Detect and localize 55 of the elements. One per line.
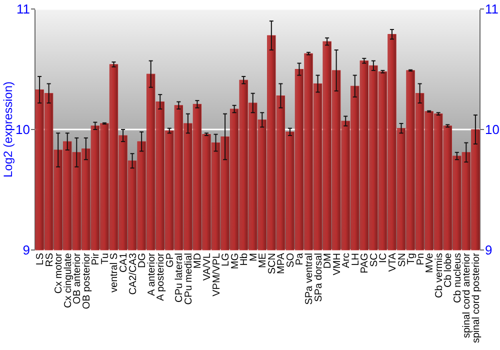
x-tick-label: MVe	[424, 252, 436, 274]
x-tick-label: Arc	[341, 253, 352, 268]
x-tick-label: Cb nucleus	[452, 253, 464, 304]
y-tick-label: 11	[16, 2, 30, 17]
x-tick-label: ME	[258, 252, 269, 268]
x-tick-label: VMH	[332, 253, 343, 276]
x-tick-label: SC	[368, 253, 380, 267]
x-tick-label: VA/VL	[202, 252, 213, 281]
x-tick-label: MPA	[276, 252, 288, 274]
x-tick-label: CPu medial	[183, 253, 194, 305]
x-tick-label: spinal cord anterior	[462, 252, 473, 338]
y2-tick-label: 9	[485, 242, 492, 258]
x-tick-label: Pn	[415, 253, 426, 266]
x-tick-label: LS	[35, 252, 46, 266]
x-tick-label: A anterior	[146, 252, 158, 296]
x-tick-label: IC	[378, 253, 390, 263]
x-tick-label: Hb	[239, 252, 250, 266]
x-tick-label: Cx motor	[54, 252, 65, 294]
x-tick-label: A posterior	[156, 252, 167, 301]
x-tick-label: Tg	[406, 253, 418, 265]
y2-tick-label: 10	[485, 122, 500, 138]
x-tick-label: SCN	[266, 253, 278, 274]
x-tick-label: DG	[137, 252, 148, 268]
x-tick-label: CPu lateral	[174, 253, 186, 302]
x-tick-label: LH	[350, 253, 362, 266]
x-tick-label: GP	[164, 252, 176, 268]
x-tick-label: PAG	[360, 252, 371, 274]
x-tick-label: Pa	[294, 252, 306, 266]
y-tick-label: 10	[16, 122, 30, 138]
x-tick-label: SO	[285, 252, 296, 268]
x-tick-label: SPa dorsal	[313, 253, 324, 302]
x-tick-label: VTA	[387, 252, 398, 272]
x-tick-label: DM	[322, 253, 334, 269]
y-axis-title: Log2 (expression)	[1, 81, 15, 178]
x-tick-label: Pir	[90, 252, 102, 266]
x-tick-label: MD	[192, 253, 204, 269]
x-tick-label: Cx cingulate	[62, 252, 74, 308]
x-tick-label: RS	[44, 252, 56, 267]
y2-tick-label: 11	[485, 2, 498, 17]
x-tick-label: M	[248, 253, 260, 262]
x-tick-label: CA2/CA3	[128, 252, 139, 295]
x-tick-label: OB posterior	[81, 252, 92, 310]
x-tick-label: Cb lobe	[443, 252, 454, 288]
x-tick-label: Tu	[100, 253, 111, 264]
y-tick-label: 9	[22, 242, 30, 258]
x-tick-label: SPa ventral	[304, 253, 316, 305]
x-tick-label: MG	[230, 252, 241, 270]
x-tick-label: SN	[396, 253, 408, 267]
x-tick-label: VPM/VPL	[211, 252, 222, 296]
x-tick-label: CA1	[118, 252, 130, 272]
x-tick-label: LG	[220, 252, 232, 266]
x-tick-label: spinal cord posterior	[470, 252, 482, 344]
x-tick-label: Cb vermis	[434, 253, 445, 298]
x-tick-label: ventral S	[109, 252, 120, 292]
x-tick-label: OB anterior	[72, 252, 84, 304]
